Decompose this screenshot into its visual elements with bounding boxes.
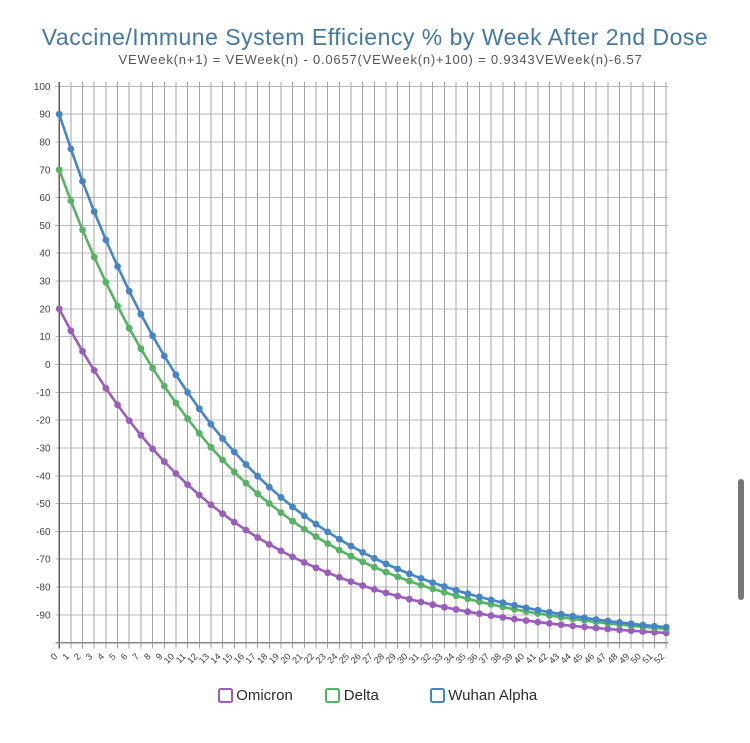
- svg-text:0: 0: [49, 651, 60, 662]
- svg-text:60: 60: [39, 193, 51, 204]
- svg-text:4: 4: [95, 651, 106, 662]
- svg-text:0: 0: [45, 360, 51, 371]
- svg-text:-10: -10: [36, 388, 51, 399]
- svg-text:9: 9: [154, 651, 165, 662]
- svg-text:5: 5: [107, 651, 118, 662]
- svg-text:-80: -80: [36, 583, 51, 594]
- svg-text:3: 3: [84, 651, 95, 662]
- svg-text:52: 52: [652, 651, 666, 665]
- svg-text:2: 2: [72, 651, 83, 662]
- svg-text:70: 70: [39, 165, 51, 176]
- svg-text:1: 1: [60, 651, 71, 662]
- svg-text:90: 90: [39, 110, 51, 121]
- svg-text:10: 10: [39, 332, 51, 343]
- svg-text:-50: -50: [36, 499, 51, 510]
- svg-text:-20: -20: [36, 416, 51, 427]
- svg-text:100: 100: [34, 82, 51, 93]
- svg-text:7: 7: [130, 651, 141, 662]
- svg-text:-90: -90: [36, 610, 51, 621]
- svg-text:40: 40: [39, 249, 51, 260]
- svg-text:6: 6: [119, 651, 130, 662]
- svg-text:8: 8: [142, 651, 153, 662]
- svg-text:-30: -30: [36, 443, 51, 454]
- svg-text:-40: -40: [36, 471, 51, 482]
- svg-text:50: 50: [39, 221, 51, 232]
- svg-text:-60: -60: [36, 527, 51, 538]
- svg-text:-70: -70: [36, 555, 51, 566]
- svg-text:20: 20: [39, 304, 51, 315]
- svg-text:30: 30: [39, 277, 51, 288]
- svg-text:80: 80: [39, 138, 51, 149]
